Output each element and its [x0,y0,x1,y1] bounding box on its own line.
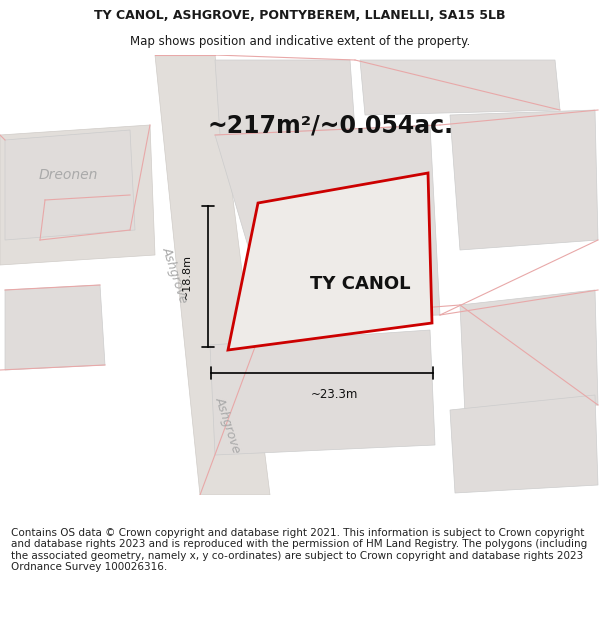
Text: TY CANOL: TY CANOL [310,275,411,293]
Polygon shape [215,60,355,135]
Text: ~23.3m: ~23.3m [310,389,358,401]
Polygon shape [450,395,598,493]
Text: ~217m²/~0.054ac.: ~217m²/~0.054ac. [207,113,453,138]
Text: Ashgrove: Ashgrove [160,245,190,305]
Text: Map shows position and indicative extent of the property.: Map shows position and indicative extent… [130,35,470,48]
Polygon shape [155,55,270,495]
Polygon shape [215,125,440,320]
Polygon shape [360,60,560,115]
Text: ~18.8m: ~18.8m [182,254,192,299]
Text: TY CANOL, ASHGROVE, PONTYBEREM, LLANELLI, SA15 5LB: TY CANOL, ASHGROVE, PONTYBEREM, LLANELLI… [94,9,506,22]
Polygon shape [210,330,435,455]
Polygon shape [460,290,598,415]
Text: Dreonen: Dreonen [38,168,98,182]
Polygon shape [0,125,155,265]
Polygon shape [5,285,105,370]
Text: Ashgrove: Ashgrove [213,395,243,455]
Text: Contains OS data © Crown copyright and database right 2021. This information is : Contains OS data © Crown copyright and d… [11,528,587,572]
Polygon shape [450,110,598,250]
Polygon shape [228,173,432,350]
Polygon shape [5,130,135,240]
